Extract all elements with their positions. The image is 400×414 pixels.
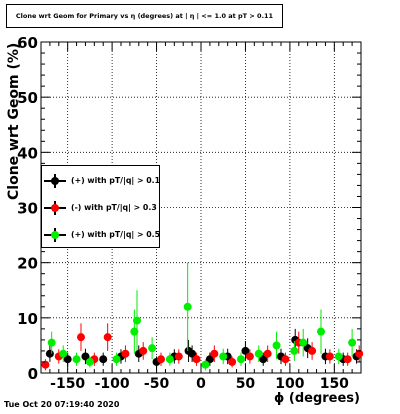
y-tick-label: 40 — [17, 144, 38, 162]
data-point — [263, 349, 272, 358]
x-tick-label: 100 — [275, 376, 304, 392]
legend-marker-green — [51, 231, 59, 239]
legend: (+) with pT/|q| > 0.1 (-) with pT/|q| > … — [41, 165, 160, 248]
data-point — [139, 346, 148, 355]
data-point — [45, 349, 54, 358]
legend-label: (-) with pT/|q| > 0.3 — [71, 203, 157, 212]
data-point — [121, 349, 130, 358]
y-tick-label: 50 — [17, 89, 38, 107]
data-point — [245, 352, 254, 361]
data-point — [241, 346, 250, 355]
data-point — [334, 352, 343, 361]
data-point — [165, 355, 174, 364]
data-point — [219, 352, 228, 361]
x-tick-label: 50 — [236, 376, 256, 392]
data-point — [103, 333, 112, 342]
data-point — [308, 346, 317, 355]
data-point — [355, 349, 364, 358]
timestamp: Tue Oct 20 07:19:40 2020 — [4, 400, 120, 409]
legend-entry-positive-0p5: (+) with pT/|q| > 0.5 — [42, 228, 160, 242]
data-point — [281, 355, 290, 364]
data-point — [259, 355, 268, 364]
data-point — [348, 338, 357, 347]
data-point — [272, 341, 281, 350]
data-point — [72, 355, 81, 364]
data-point — [210, 349, 219, 358]
data-point — [183, 302, 192, 311]
x-axis-label: ϕ (degrees) — [274, 391, 360, 406]
y-axis-label: Clone wrt Geom (%) — [6, 42, 22, 200]
data-point — [237, 355, 245, 364]
legend-label: (+) with pT/|q| > 0.1 — [71, 176, 161, 185]
data-point — [192, 355, 201, 364]
x-tick-label: -150 — [50, 376, 85, 392]
data-point — [343, 355, 352, 364]
legend-entry-negative-0p3: (-) with pT/|q| > 0.3 — [42, 201, 160, 215]
data-point — [317, 327, 325, 336]
data-point — [290, 346, 299, 355]
data-point — [41, 360, 50, 369]
data-point — [157, 355, 165, 364]
data-point — [133, 316, 141, 325]
y-tick-label: 30 — [17, 200, 38, 218]
y-tick-label: 0 — [28, 365, 38, 383]
y-tick-label: 60 — [17, 34, 38, 52]
data-point — [188, 349, 197, 358]
x-tick-label: -100 — [95, 376, 130, 392]
data-point — [148, 344, 157, 353]
data-point — [254, 349, 263, 358]
data-point — [77, 333, 85, 342]
legend-label: (+) with pT/|q| > 0.5 — [71, 230, 161, 239]
data-point — [59, 349, 68, 358]
legend-marker-red — [51, 204, 59, 212]
y-tick-label: 20 — [17, 255, 38, 273]
y-tick-label: 10 — [17, 310, 38, 328]
data-point — [299, 338, 308, 347]
x-tick-label: 0 — [196, 376, 206, 392]
legend-entry-positive-0p1: (+) with pT/|q| > 0.1 — [42, 174, 160, 188]
data-point — [85, 357, 94, 366]
data-point — [205, 355, 214, 364]
data-point — [99, 355, 108, 364]
data-point — [112, 355, 121, 364]
chart-title: Clone wrt Geom for Primary vs η (degrees… — [6, 4, 283, 28]
data-marks-layer — [41, 262, 364, 371]
x-tick-label: -50 — [144, 376, 170, 392]
data-point — [81, 352, 90, 361]
data-point — [130, 327, 139, 336]
data-point — [174, 352, 183, 361]
legend-marker-black — [51, 177, 59, 185]
data-point — [47, 338, 56, 347]
data-point — [201, 360, 210, 369]
x-tick-label: 150 — [320, 376, 349, 392]
data-point — [325, 352, 334, 361]
data-point — [228, 357, 237, 366]
data-point — [63, 355, 72, 364]
